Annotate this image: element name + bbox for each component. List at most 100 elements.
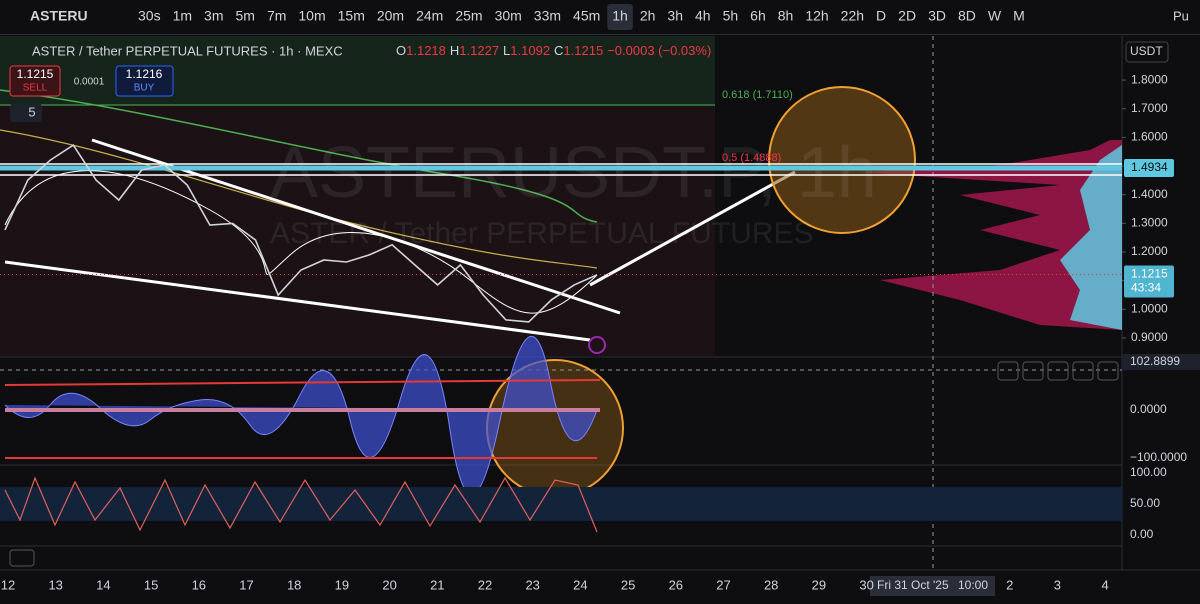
interval-button[interactable]: 33m — [534, 8, 561, 24]
interval-button[interactable]: 4h — [695, 8, 711, 24]
interval-bg — [607, 4, 633, 30]
ohlc-key: C — [554, 43, 563, 58]
interval-button[interactable]: 8h — [778, 8, 794, 24]
interval-button[interactable]: D — [876, 8, 886, 24]
currency-select[interactable] — [1125, 41, 1169, 63]
countdown: 43:34 — [1131, 281, 1161, 295]
sell-button[interactable] — [9, 65, 61, 97]
y-tick-label: 1.8000 — [1131, 72, 1168, 86]
interval-button[interactable]: 3D — [928, 8, 946, 24]
oscillator-tick: −100.0000 — [1130, 450, 1187, 464]
collapse-button[interactable] — [9, 549, 35, 567]
interval-button[interactable]: 10m — [298, 8, 325, 24]
time-tick-label: 26 — [669, 577, 683, 592]
watermark: ASTER / Tether PERPETUAL FUTURES — [270, 217, 813, 250]
ohlc-value: 1.1215 — [563, 43, 603, 58]
interval-button[interactable]: 7m — [267, 8, 286, 24]
time-tick-label: 4 — [1101, 577, 1108, 592]
scroll-down-button[interactable] — [1022, 361, 1044, 381]
watermark: ASTERUSDT.P, 1h — [270, 133, 877, 213]
ohlc-key: L — [503, 43, 510, 58]
interval-button[interactable]: 24m — [416, 8, 443, 24]
ohlc-key: O — [396, 43, 406, 58]
interval-button[interactable]: 30s — [138, 8, 161, 24]
alert-icon[interactable] — [588, 336, 606, 354]
trendline — [4, 260, 591, 342]
y-tick-label: 1.4000 — [1131, 187, 1168, 201]
time-tick-label: 28 — [764, 577, 778, 592]
time-tick-label: 19 — [335, 577, 349, 592]
level-badge — [1124, 158, 1174, 177]
time-tick-label: 13 — [48, 577, 62, 592]
indicators-toggle[interactable] — [10, 104, 42, 122]
time-tick-label: 30 — [859, 577, 873, 592]
rsi-band — [0, 487, 1122, 521]
crosshair-time: 10:00 — [958, 578, 988, 592]
interval-button[interactable]: 30m — [495, 8, 522, 24]
time-tick-label: 25 — [621, 577, 635, 592]
crosshair-badge — [1122, 354, 1200, 370]
level-label: 1.4934 — [1131, 160, 1168, 174]
interval-button[interactable]: 6h — [750, 8, 766, 24]
interval-button[interactable]: 22h — [841, 8, 864, 24]
interval-button[interactable]: 5m — [235, 8, 254, 24]
account[interactable]: Pu — [1173, 8, 1189, 23]
time-tick-label: 14 — [96, 577, 110, 592]
interval-button[interactable]: 15m — [338, 8, 365, 24]
last-price-badge — [1124, 265, 1174, 298]
time-tick-label: 15 — [144, 577, 158, 592]
y-tick-label: 0.9000 — [1131, 330, 1168, 344]
interval-button[interactable]: 3m — [204, 8, 223, 24]
restore-button[interactable] — [1097, 361, 1119, 381]
symbol[interactable]: ASTERU — [30, 8, 88, 24]
y-tick-label: 1.0000 — [1131, 301, 1168, 315]
volume-profile — [1060, 145, 1122, 330]
interval-button[interactable]: W — [988, 8, 1002, 24]
buy-label: BUY — [134, 83, 155, 94]
rsi-tick: 100.00 — [1130, 465, 1167, 479]
time-tick-label: 3 — [1054, 577, 1061, 592]
time-tick-label: 18 — [287, 577, 301, 592]
toolbar-border — [0, 34, 1200, 35]
interval-button[interactable]: 5h — [723, 8, 739, 24]
currency: USDT — [1130, 44, 1163, 58]
ohlc-value: 1.1218 — [406, 43, 446, 58]
interval-button[interactable]: 2h — [640, 8, 656, 24]
time-tick-label: 2 — [1006, 577, 1013, 592]
legend-title: ASTER / Tether PERPETUAL FUTURES · 1h · … — [32, 43, 343, 58]
time-tick-label: 27 — [716, 577, 730, 592]
rsi-tick: 0.00 — [1130, 527, 1154, 541]
fib-label: 0.5 (1.4888) — [722, 152, 781, 164]
ohlc-value: 1.1227 — [459, 43, 499, 58]
sell-label: SELL — [23, 83, 48, 94]
ohlc-value: 1.1092 — [510, 43, 550, 58]
time-tick-label: 24 — [573, 577, 587, 592]
time-tick-label: 20 — [382, 577, 396, 592]
interval-button[interactable]: 12h — [805, 8, 828, 24]
interval-button[interactable]: 1h — [612, 8, 628, 24]
sell-price: 1.1215 — [17, 67, 54, 81]
interval-button[interactable]: M — [1013, 8, 1025, 24]
interval-button[interactable]: 20m — [377, 8, 404, 24]
oscillator-tick: 102.8899 — [1130, 354, 1180, 368]
time-tick-label: 23 — [525, 577, 539, 592]
indicators-count: 5 — [28, 104, 35, 119]
oscillator-band — [4, 379, 601, 386]
interval-button[interactable]: 25m — [455, 8, 482, 24]
interval-button[interactable]: 3h — [667, 8, 683, 24]
maximize-button[interactable] — [1072, 361, 1094, 381]
interval-button[interactable]: 8D — [958, 8, 976, 24]
buy-button[interactable] — [115, 65, 174, 97]
delete-button[interactable] — [1047, 361, 1069, 381]
buy-price: 1.1216 — [126, 67, 163, 81]
interval-button[interactable]: 2D — [898, 8, 916, 24]
scroll-up-button[interactable] — [997, 361, 1019, 381]
time-tick-label: 16 — [192, 577, 206, 592]
interval-button[interactable]: 1m — [173, 8, 192, 24]
y-tick-label: 1.6000 — [1131, 130, 1168, 144]
highlight-circle — [768, 86, 916, 234]
time-tick-label: 17 — [239, 577, 253, 592]
interval-button[interactable]: 45m — [573, 8, 600, 24]
